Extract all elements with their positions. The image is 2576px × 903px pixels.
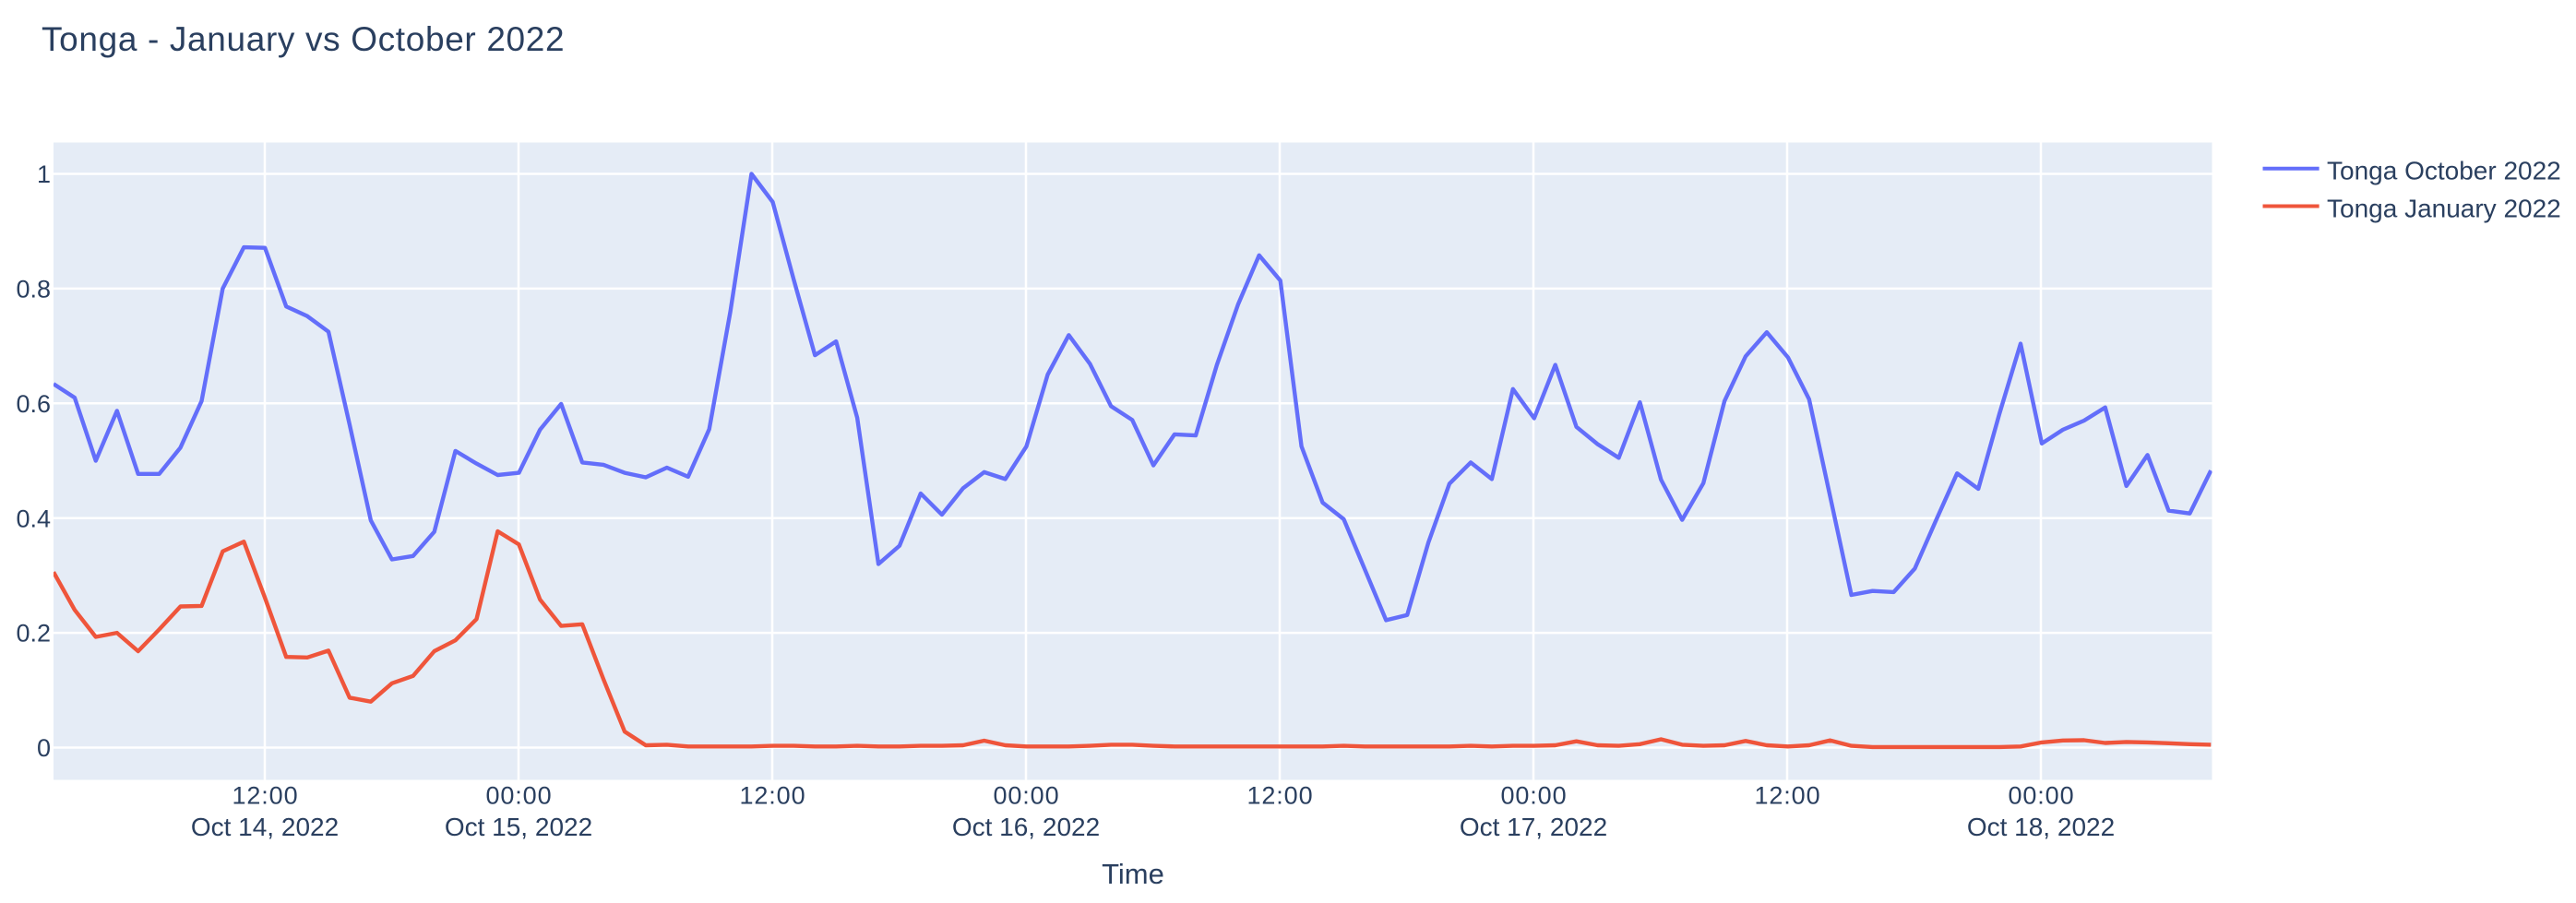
svg-text:12:00: 12:00 xyxy=(1754,782,1820,810)
svg-text:0.2: 0.2 xyxy=(16,620,51,648)
svg-text:12:00: 12:00 xyxy=(232,782,298,810)
svg-text:Time: Time xyxy=(1102,858,1164,890)
svg-text:00:00: 00:00 xyxy=(1500,782,1567,810)
svg-text:Tonga January 2022: Tonga January 2022 xyxy=(2327,194,2561,222)
svg-text:Oct 14, 2022: Oct 14, 2022 xyxy=(191,813,339,841)
svg-text:1: 1 xyxy=(37,160,51,188)
svg-text:0.6: 0.6 xyxy=(16,390,51,418)
svg-text:Tonga - January vs October 202: Tonga - January vs October 2022 xyxy=(42,20,565,58)
svg-text:Tonga October 2022: Tonga October 2022 xyxy=(2327,157,2561,185)
svg-text:Oct 18, 2022: Oct 18, 2022 xyxy=(1967,813,2115,841)
svg-text:12:00: 12:00 xyxy=(739,782,805,810)
svg-text:Oct 15, 2022: Oct 15, 2022 xyxy=(445,813,592,841)
svg-text:0.8: 0.8 xyxy=(16,276,51,303)
svg-text:12:00: 12:00 xyxy=(1246,782,1313,810)
svg-text:00:00: 00:00 xyxy=(485,782,552,810)
svg-text:00:00: 00:00 xyxy=(2008,782,2074,810)
svg-text:Oct 16, 2022: Oct 16, 2022 xyxy=(952,813,1100,841)
svg-text:Oct 17, 2022: Oct 17, 2022 xyxy=(1460,813,1607,841)
svg-text:0.4: 0.4 xyxy=(16,505,51,532)
svg-text:00:00: 00:00 xyxy=(993,782,1059,810)
svg-text:0: 0 xyxy=(37,734,51,762)
